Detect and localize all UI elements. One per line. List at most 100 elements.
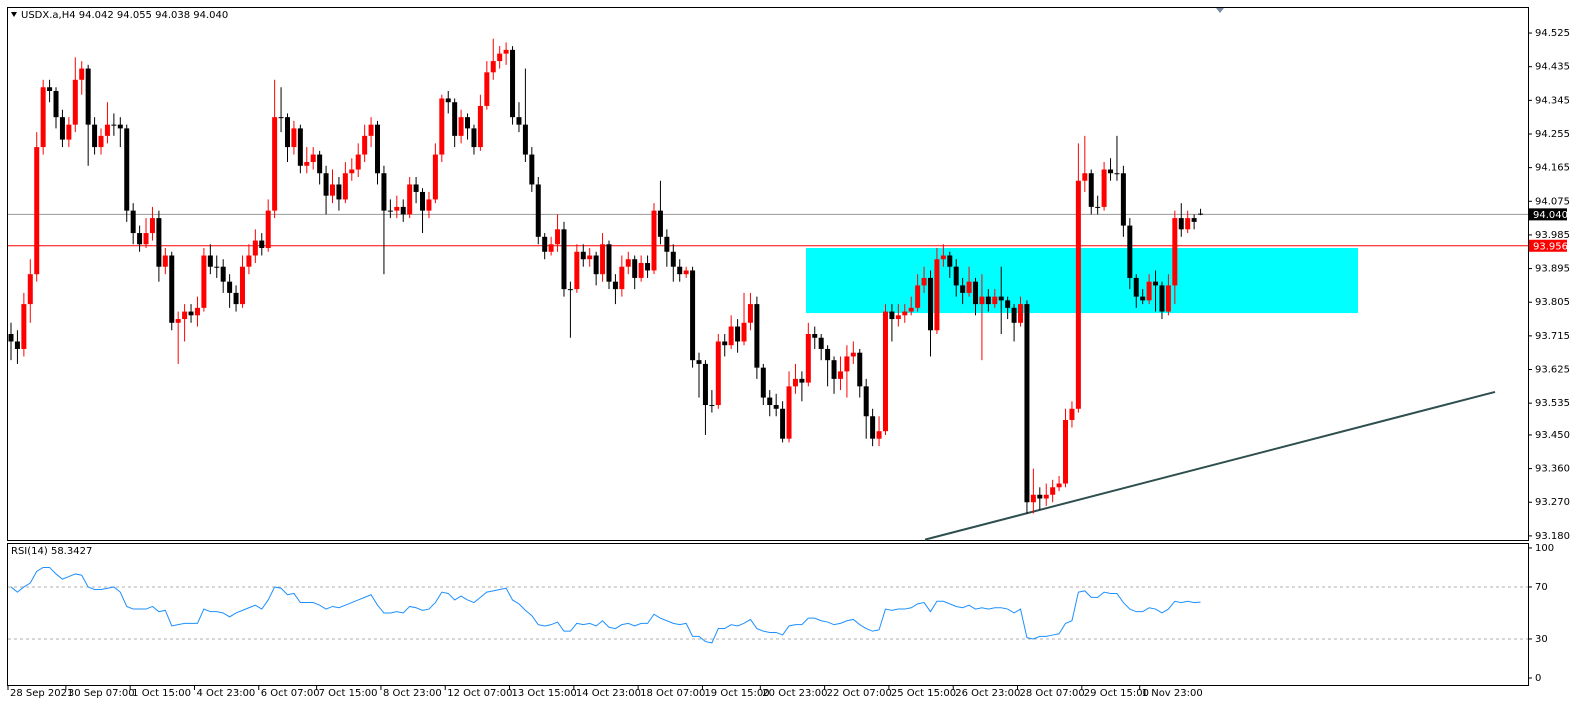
candle-body [323, 173, 329, 196]
candle-body [1005, 300, 1011, 308]
candle-body [998, 296, 1004, 301]
y-tick-label: 94.345 [1535, 95, 1570, 106]
candle-body [760, 367, 766, 398]
candle-body [1069, 408, 1075, 420]
candle-body [21, 304, 27, 349]
candle-body [317, 154, 323, 174]
candle-body [741, 322, 747, 342]
x-tick-label: 29 Oct 15:00 [1084, 688, 1149, 699]
candle-body [747, 304, 753, 323]
candle-body [387, 210, 393, 212]
candle-body [1082, 173, 1088, 181]
candle-body [1088, 173, 1094, 207]
candle-body [619, 266, 625, 290]
candle-body [767, 397, 773, 406]
candle-body [471, 128, 477, 148]
candle-body [1030, 494, 1036, 503]
candle-body [870, 416, 876, 439]
candle-body [857, 352, 863, 387]
candle-body [53, 90, 59, 118]
candle-body [979, 296, 985, 305]
candle-body [265, 210, 271, 249]
candle-body [284, 117, 290, 148]
candle-body [882, 311, 888, 432]
candle-body [310, 154, 316, 163]
candle-body [407, 184, 413, 215]
candle-body [34, 147, 40, 275]
candle-body [130, 210, 136, 234]
candle-body [651, 210, 657, 271]
candle-body [529, 154, 535, 185]
candle-body [330, 184, 335, 196]
candle-body [40, 87, 46, 148]
candle-body [1120, 173, 1126, 226]
candle-body [792, 378, 798, 387]
rsi-y-tick-label: 100 [1535, 543, 1554, 554]
candle-body [1172, 218, 1178, 286]
candle-body [1108, 169, 1114, 174]
candle-body [297, 128, 303, 166]
candle-body [484, 72, 490, 106]
candle-body [445, 98, 451, 103]
candle-body [169, 255, 175, 323]
candle-body [304, 162, 310, 166]
candle-body [104, 124, 110, 136]
candle-body [349, 169, 355, 174]
x-tick-label: 30 Sep 07:00 [68, 688, 135, 699]
candle-body [188, 311, 194, 316]
chart-title: USDX.a,H4 94.042 94.055 94.038 94.040 [21, 10, 228, 21]
candle-body [291, 128, 297, 148]
candle-body [786, 386, 792, 439]
candle-body [683, 270, 689, 275]
y-tick-label: 93.180 [1535, 531, 1570, 542]
y-tick-label: 93.625 [1535, 365, 1570, 376]
rsi-line [10, 566, 1201, 644]
candle-body [593, 255, 599, 275]
candle-body [207, 255, 213, 267]
candle-body [381, 173, 387, 211]
candle-body [1056, 483, 1062, 488]
candle-body [497, 53, 503, 62]
candle-body [98, 135, 104, 148]
candle-body [252, 240, 258, 256]
candle-body [85, 68, 91, 125]
y-tick-label: 93.535 [1535, 398, 1570, 409]
rsi-y-tick-label: 70 [1535, 582, 1548, 593]
candle-body [27, 274, 33, 305]
menu-arrow[interactable] [11, 12, 17, 17]
candle-body [921, 277, 927, 286]
candle-body [117, 124, 123, 129]
candle-body [182, 311, 188, 320]
y-tick-label: 93.985 [1535, 230, 1570, 241]
candle-body [722, 341, 728, 346]
candle-body [227, 281, 233, 293]
candle-body [420, 191, 426, 211]
candle-body [439, 98, 445, 155]
y-tick-label: 94.075 [1535, 196, 1570, 207]
candle-body [690, 270, 696, 361]
candle-body [400, 206, 406, 215]
candle-body [812, 334, 818, 338]
x-tick-label: 6 Oct 07:00 [261, 688, 320, 699]
candle-body [1101, 169, 1107, 207]
candle-body [1191, 218, 1197, 222]
y-tick-label: 94.435 [1535, 62, 1570, 73]
candle-body [600, 244, 606, 275]
candle-body [394, 206, 400, 211]
price-label: 93.956 [1533, 241, 1568, 252]
candle-body [272, 117, 278, 211]
y-tick-label: 93.270 [1535, 497, 1570, 508]
candle-body [709, 405, 715, 407]
candle-body [902, 311, 908, 316]
y-tick-label: 93.360 [1535, 464, 1570, 475]
candle-body [825, 348, 831, 361]
x-tick-label: 4 Oct 23:00 [196, 688, 255, 699]
candle-body [1114, 173, 1120, 175]
candle-body [72, 79, 78, 125]
candle-body [831, 360, 837, 379]
candle-body [59, 117, 65, 140]
x-tick-label: 1 Oct 15:00 [132, 688, 191, 699]
x-tick-label: 28 Sep 2021 [10, 688, 73, 699]
